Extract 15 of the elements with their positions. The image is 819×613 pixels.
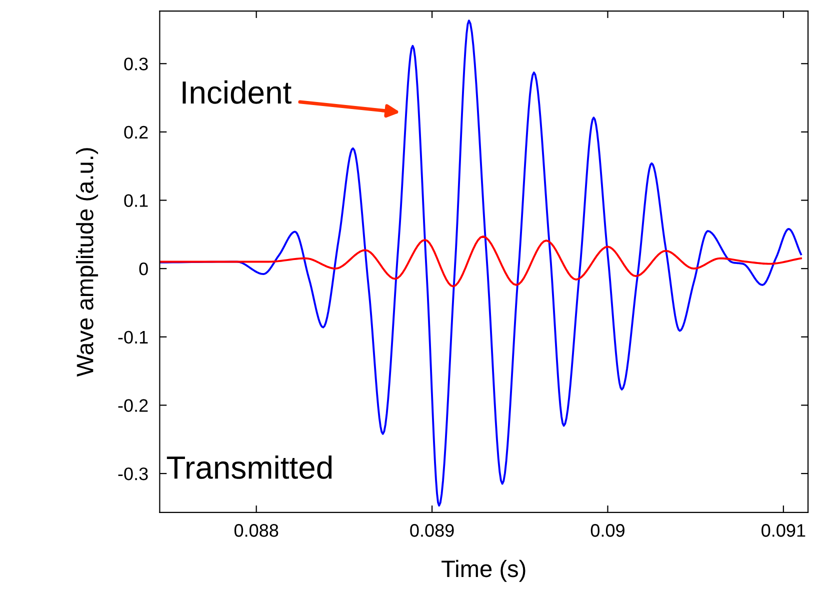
y-tick-label: 0 (139, 262, 148, 276)
y-tick-label: 0.3 (124, 58, 148, 70)
y-tick-label: -0.1 (118, 330, 148, 344)
x-tick-label: 0.091 (762, 524, 806, 537)
x-tick-label: 0.088 (234, 524, 278, 537)
annotation: Transmitted (166, 455, 332, 479)
y-tick-label: 0.1 (124, 194, 148, 207)
x-tick-label: 0.089 (410, 524, 454, 537)
x-tick-label: 0.09 (590, 524, 624, 537)
x-axis-title: Time (s) (442, 560, 526, 582)
y-tick-label: -0.2 (118, 399, 148, 412)
y-axis-title: Wave amplitude (a.u.) (76, 148, 98, 377)
annotation: Incident (182, 80, 292, 104)
y-tick-label: -0.3 (118, 467, 148, 480)
y-tick-label: 0.2 (124, 126, 148, 139)
